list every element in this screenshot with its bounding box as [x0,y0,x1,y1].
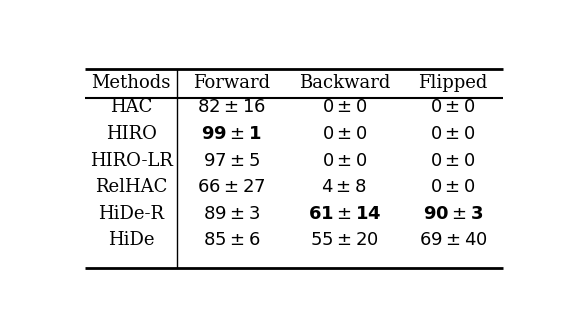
Text: $4 \pm 8$: $4 \pm 8$ [321,178,367,196]
Text: HiDe-R: HiDe-R [98,205,164,223]
Text: $\mathbf{90} \pm \mathbf{3}$: $\mathbf{90} \pm \mathbf{3}$ [423,205,483,223]
Text: $82 \pm 16$: $82 \pm 16$ [197,98,266,116]
Text: $97 \pm 5$: $97 \pm 5$ [203,152,260,170]
Text: $\mathbf{61} \pm \mathbf{14}$: $\mathbf{61} \pm \mathbf{14}$ [308,205,381,223]
Text: $0 \pm 0$: $0 \pm 0$ [430,125,476,143]
Text: $89 \pm 3$: $89 \pm 3$ [203,205,260,223]
Text: Methods: Methods [91,75,171,92]
Text: $66 \pm 27$: $66 \pm 27$ [197,178,266,196]
Text: Backward: Backward [298,75,390,92]
Text: $0 \pm 0$: $0 \pm 0$ [430,178,476,196]
Text: $0 \pm 0$: $0 \pm 0$ [430,98,476,116]
Text: $85 \pm 6$: $85 \pm 6$ [203,231,260,249]
Text: Flipped: Flipped [418,75,488,92]
Text: Forward: Forward [193,75,270,92]
Text: $69 \pm 40$: $69 \pm 40$ [419,231,487,249]
Text: RelHAC: RelHAC [95,178,167,196]
Text: $0 \pm 0$: $0 \pm 0$ [321,125,367,143]
Text: HiDe: HiDe [108,231,154,249]
Text: $0 \pm 0$: $0 \pm 0$ [321,98,367,116]
Text: HIRO-LR: HIRO-LR [90,152,173,170]
Text: $0 \pm 0$: $0 \pm 0$ [321,152,367,170]
Text: $55 \pm 20$: $55 \pm 20$ [310,231,379,249]
Text: $\mathbf{99} \pm \mathbf{1}$: $\mathbf{99} \pm \mathbf{1}$ [201,125,262,143]
Text: $0 \pm 0$: $0 \pm 0$ [430,152,476,170]
Text: HAC: HAC [110,98,152,116]
Text: HIRO: HIRO [106,125,157,143]
